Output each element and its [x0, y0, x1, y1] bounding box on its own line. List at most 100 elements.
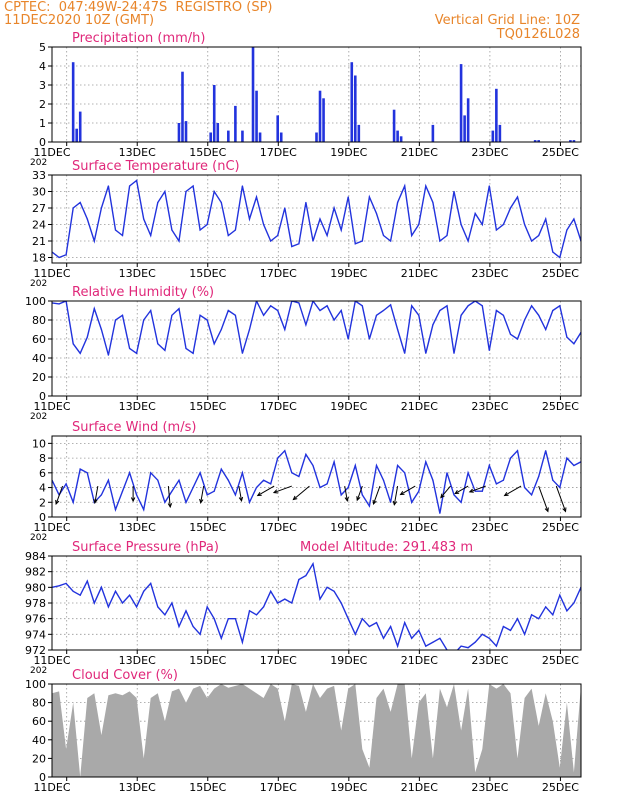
data-point: [340, 229, 342, 231]
precip-bar: [212, 85, 216, 142]
data-point: [397, 328, 399, 331]
precip-bar: [75, 128, 78, 142]
x-tick-label: 15DEC: [189, 267, 226, 280]
precip-bar: [322, 98, 325, 142]
data-point: [136, 179, 138, 182]
y-tick-label: 0: [39, 511, 46, 524]
data-point: [107, 354, 109, 356]
data-point: [354, 464, 356, 467]
data-point: [446, 305, 448, 307]
data-point: [220, 637, 222, 639]
data-point: [375, 464, 378, 467]
panel-title: Relative Humidity (%): [72, 285, 214, 300]
data-point: [488, 637, 490, 639]
data-point: [171, 314, 173, 316]
y-tick-label: 2: [39, 496, 46, 509]
precip-bar: [495, 88, 498, 142]
data-point: [199, 472, 201, 474]
x-tick-label: 11DEC: [33, 781, 70, 794]
data-point: [164, 614, 166, 616]
data-point: [164, 190, 166, 193]
data-point: [390, 625, 392, 628]
data-point: [255, 486, 258, 489]
data-point: [234, 494, 236, 496]
data-point: [425, 185, 427, 187]
y-tick-label: 980: [25, 581, 46, 594]
x-tick-label: 13DEC: [119, 781, 156, 794]
x-tick-label: 11DEC: [33, 654, 70, 667]
data-point: [79, 594, 81, 596]
precip-bar: [279, 132, 283, 142]
wind-arrow: [399, 485, 416, 496]
precip-bar: [569, 140, 572, 142]
data-point: [270, 305, 272, 307]
data-point: [136, 606, 138, 608]
data-point: [566, 610, 568, 612]
data-point: [248, 218, 251, 220]
data-point: [453, 190, 455, 193]
plot-area: [52, 684, 581, 777]
x-tick-label: 25DEC: [542, 654, 579, 667]
y-tick-label: 4: [39, 482, 46, 495]
precip-bar: [258, 132, 262, 142]
panel-frame: [51, 435, 582, 518]
data-point: [460, 645, 462, 647]
data-point: [65, 582, 67, 585]
x-tick-label: 19DEC: [330, 400, 367, 413]
data-point: [220, 468, 222, 470]
precip-bar: [463, 115, 466, 142]
series-line: [52, 179, 581, 259]
data-point: [93, 308, 95, 310]
data-point: [361, 240, 363, 242]
data-point: [227, 234, 229, 237]
panel-frame: [51, 46, 582, 143]
data-point: [107, 479, 109, 481]
precip-bar: [572, 140, 576, 142]
wind-arrow: [199, 485, 205, 504]
precip-bar: [459, 64, 463, 142]
y-tick-label: 4: [39, 60, 46, 73]
data-point: [86, 472, 88, 474]
data-point: [213, 490, 215, 492]
data-point: [79, 352, 81, 354]
data-point: [114, 590, 117, 592]
data-point: [509, 457, 512, 459]
data-point: [241, 185, 243, 187]
wind-arrow: [454, 485, 469, 495]
data-point: [114, 509, 117, 511]
data-point: [390, 240, 392, 242]
data-point: [58, 585, 60, 587]
data-point: [397, 645, 399, 647]
data-point: [185, 347, 187, 350]
data-point: [538, 475, 540, 478]
data-point: [305, 201, 307, 204]
wind-arrow: [167, 486, 173, 509]
data-point: [277, 602, 279, 604]
data-point: [340, 602, 342, 604]
data-point: [143, 218, 145, 220]
data-point: [439, 309, 441, 312]
data-point: [72, 590, 74, 592]
x-tick-label: 13DEC: [119, 267, 156, 280]
precip-bar: [241, 130, 244, 142]
data-point: [291, 245, 293, 248]
y-tick-label: 80: [32, 697, 46, 710]
data-point: [368, 505, 370, 507]
data-point: [206, 494, 208, 496]
station-header: CPTEC: 047:49W-24:47S REGISTRO (SP): [4, 0, 273, 15]
data-point: [411, 234, 413, 237]
data-point: [368, 338, 370, 340]
data-point: [150, 472, 152, 474]
data-point: [524, 486, 526, 489]
data-point: [333, 207, 335, 209]
data-point: [340, 309, 342, 312]
wind-arrow: [55, 485, 64, 506]
data-point: [136, 494, 138, 496]
panel-4: Surface Wind (m/s) 0 24 6 8 10 11DEC 13DEC 15DEC…: [30, 420, 582, 543]
precip-bar: [399, 136, 403, 142]
data-point: [255, 196, 258, 198]
data-point: [164, 349, 166, 351]
data-point: [206, 606, 208, 608]
wind-arrow: [272, 485, 292, 494]
data-point: [531, 614, 533, 616]
